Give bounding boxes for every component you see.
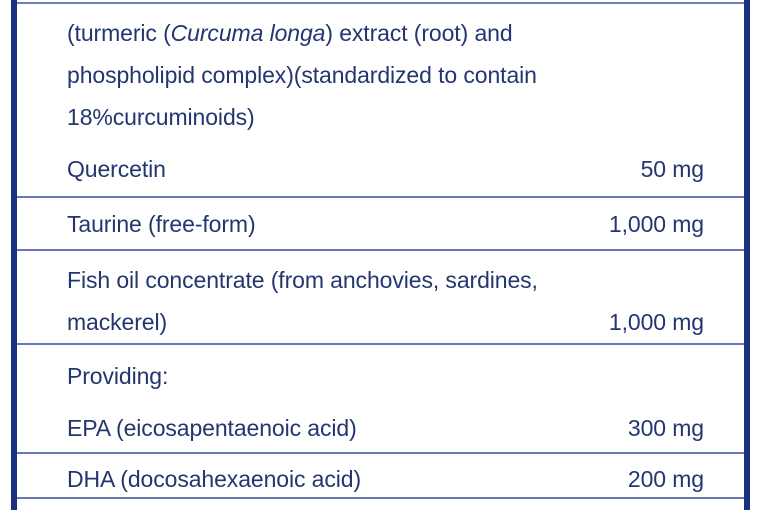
- table-row: (turmeric (Curcuma longa) extract (root)…: [17, 4, 744, 196]
- ingredient-name: DHA (docosahexaenoic acid): [67, 466, 362, 492]
- ingredient-name: phospholipid complex)(standardized to co…: [67, 62, 537, 88]
- panel-right-border: [744, 0, 750, 510]
- table-row-truncated: [17, 497, 744, 517]
- ingredient-line: Fish oil concentrate (from anchovies, sa…: [17, 259, 744, 301]
- row-spacer: [17, 138, 744, 148]
- ingredient-line: phospholipid complex)(standardized to co…: [17, 54, 744, 96]
- ingredient-amount: 1,000 mg: [608, 309, 704, 335]
- ingredient-line: 18%curcuminoids): [17, 96, 744, 138]
- table-row: Fish oil concentrate (from anchovies, sa…: [17, 249, 744, 343]
- providing-label-line: Providing:: [17, 355, 744, 397]
- ingredient-name-post: ) extract (root) and: [325, 20, 513, 46]
- ingredient-amount: 300 mg: [627, 415, 704, 441]
- row-spacer: [17, 397, 744, 407]
- ingredient-amount: 50 mg: [640, 156, 705, 182]
- ingredient-name: Taurine (free-form): [67, 211, 256, 237]
- ingredient-botanical-name: Curcuma longa: [170, 20, 326, 46]
- ingredient-name-pre: (turmeric (: [67, 20, 171, 46]
- ingredient-name: Quercetin: [67, 156, 166, 182]
- ingredient-line: Quercetin 50 mg: [17, 148, 744, 190]
- ingredient-line: EPA (eicosapentaenoic acid) 300 mg: [17, 407, 744, 449]
- panel-left-border: [11, 0, 17, 510]
- ingredient-table: (turmeric (Curcuma longa) extract (root)…: [17, 4, 744, 510]
- ingredient-line: Taurine (free-form) 1,000 mg: [17, 203, 744, 245]
- table-row: Taurine (free-form) 1,000 mg: [17, 196, 744, 249]
- panel-top-rule: [17, 2, 744, 4]
- ingredient-name: 18%curcuminoids): [67, 104, 255, 130]
- ingredient-amount: 200 mg: [627, 466, 704, 492]
- ingredient-name: EPA (eicosapentaenoic acid): [67, 415, 357, 441]
- ingredient-name: (turmeric (Curcuma longa) extract (root)…: [67, 12, 513, 54]
- ingredient-name: mackerel): [67, 309, 168, 335]
- ingredient-amount: 1,000 mg: [608, 211, 704, 237]
- table-row: Providing: EPA (eicosapentaenoic acid) 3…: [17, 343, 744, 452]
- providing-label: Providing:: [67, 363, 169, 389]
- ingredient-line: DHA (docosahexaenoic acid) 200 mg: [17, 458, 744, 500]
- ingredient-line: (turmeric (Curcuma longa) extract (root)…: [17, 12, 744, 54]
- table-row: DHA (docosahexaenoic acid) 200 mg: [17, 452, 744, 497]
- ingredient-name: Fish oil concentrate (from anchovies, sa…: [67, 267, 538, 293]
- ingredient-line: mackerel) 1,000 mg: [17, 301, 744, 343]
